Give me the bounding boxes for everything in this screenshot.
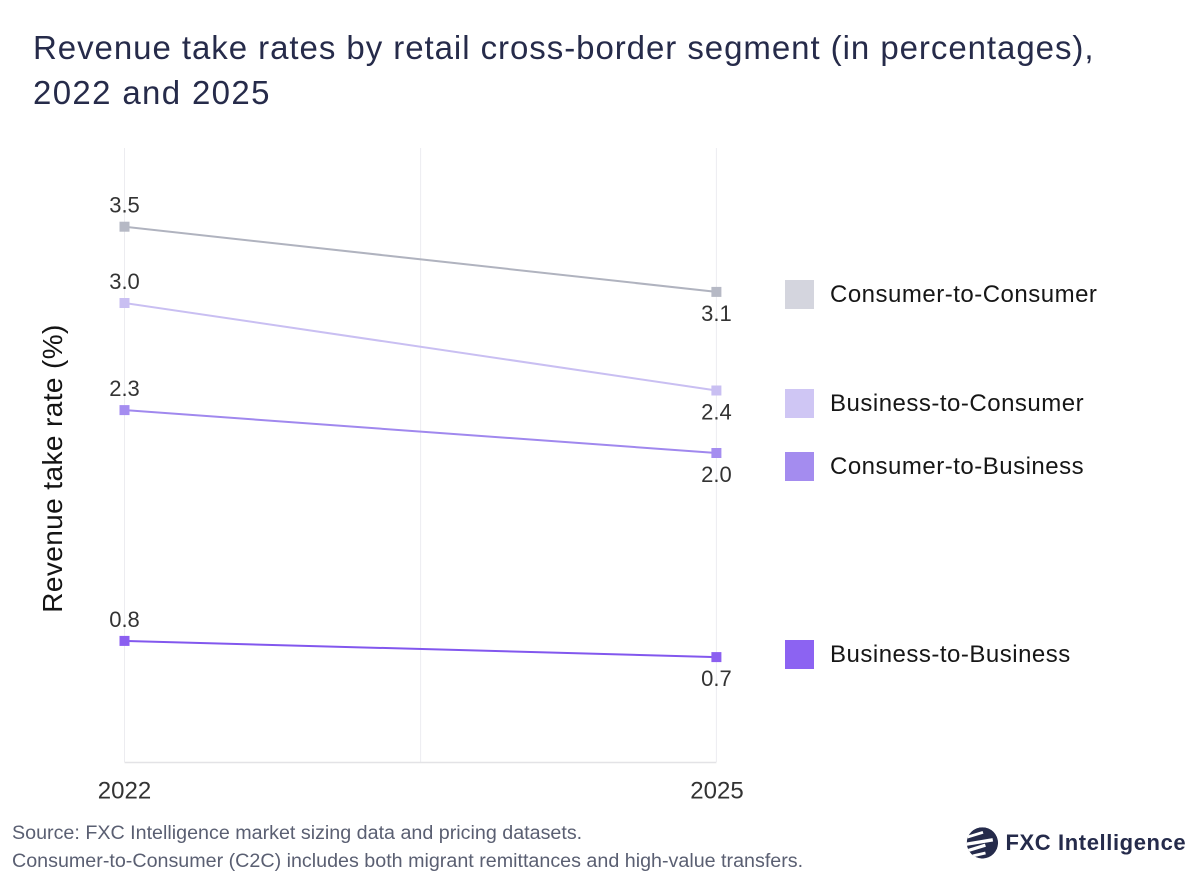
svg-text:0.8: 0.8: [109, 607, 140, 632]
svg-text:2.3: 2.3: [109, 376, 140, 401]
svg-text:0.7: 0.7: [701, 666, 732, 691]
svg-text:FXC Intelligence: FXC Intelligence: [1006, 830, 1187, 855]
svg-text:2.0: 2.0: [701, 462, 732, 487]
svg-text:Revenue take rate (%): Revenue take rate (%): [37, 324, 68, 613]
svg-text:3.0: 3.0: [109, 269, 140, 294]
svg-text:3.5: 3.5: [109, 193, 140, 218]
svg-text:2.4: 2.4: [701, 400, 732, 425]
svg-text:2022: 2022: [98, 777, 151, 804]
svg-text:3.1: 3.1: [701, 301, 732, 326]
svg-text:2025: 2025: [690, 777, 743, 804]
